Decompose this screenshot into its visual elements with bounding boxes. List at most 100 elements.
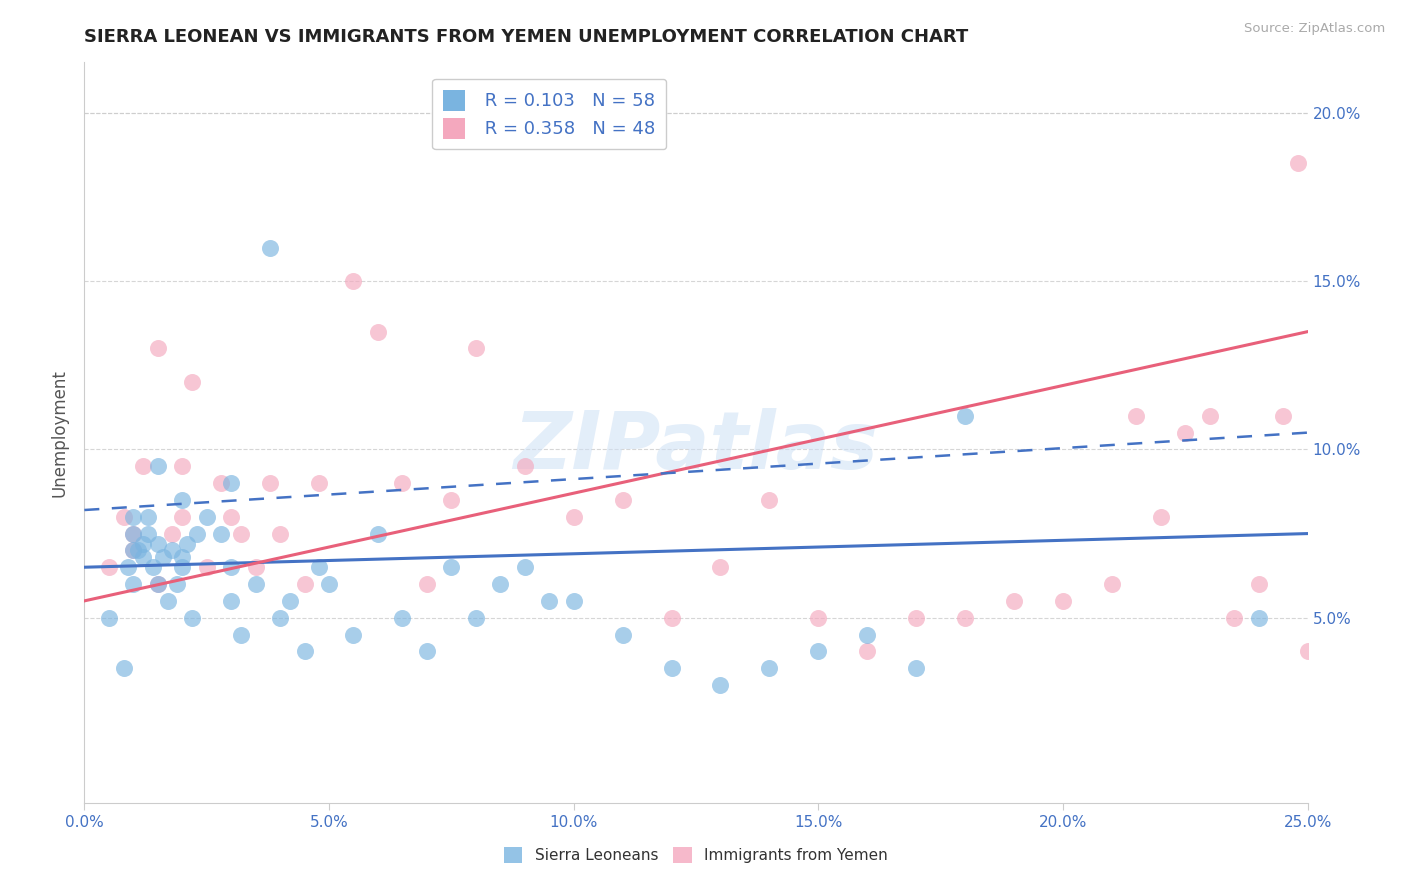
Point [391, 610, 413, 624]
Point [209, 526, 232, 541]
Point [709, 678, 731, 692]
Point [122, 526, 145, 541]
Point [953, 610, 976, 624]
Point [758, 661, 780, 675]
Point [709, 560, 731, 574]
Point [97, 610, 120, 624]
Point [342, 274, 364, 288]
Point [146, 577, 169, 591]
Point [259, 240, 281, 254]
Point [1150, 509, 1173, 524]
Point [953, 409, 976, 423]
Point [112, 661, 135, 675]
Point [117, 560, 139, 574]
Point [219, 594, 242, 608]
Point [440, 560, 463, 574]
Point [562, 509, 585, 524]
Point [229, 526, 252, 541]
Point [308, 476, 330, 491]
Point [269, 526, 291, 541]
Point [195, 560, 218, 574]
Point [1272, 409, 1295, 423]
Y-axis label: Unemployment: Unemployment [51, 368, 69, 497]
Point [269, 610, 291, 624]
Point [127, 543, 149, 558]
Point [1296, 644, 1319, 658]
Point [440, 492, 463, 507]
Point [132, 550, 155, 565]
Point [97, 560, 120, 574]
Legend: Sierra Leoneans, Immigrants from Yemen: Sierra Leoneans, Immigrants from Yemen [498, 841, 894, 869]
Point [122, 543, 145, 558]
Point [562, 594, 585, 608]
Point [162, 526, 184, 541]
Point [219, 476, 242, 491]
Point [219, 509, 242, 524]
Text: Source: ZipAtlas.com: Source: ZipAtlas.com [1244, 22, 1385, 36]
Point [162, 543, 184, 558]
Point [612, 492, 634, 507]
Point [342, 627, 364, 641]
Point [172, 560, 194, 574]
Point [245, 560, 267, 574]
Point [1247, 577, 1270, 591]
Point [1286, 156, 1309, 170]
Point [122, 577, 145, 591]
Point [195, 509, 218, 524]
Point [245, 577, 267, 591]
Point [1125, 409, 1147, 423]
Point [172, 509, 194, 524]
Point [229, 627, 252, 641]
Point [661, 610, 683, 624]
Point [132, 536, 155, 550]
Point [181, 610, 204, 624]
Point [152, 550, 174, 565]
Point [318, 577, 340, 591]
Point [112, 509, 135, 524]
Point [136, 526, 159, 541]
Point [807, 610, 830, 624]
Point [294, 644, 316, 658]
Point [308, 560, 330, 574]
Point [181, 375, 204, 389]
Point [146, 536, 169, 550]
Point [136, 509, 159, 524]
Point [1101, 577, 1123, 591]
Point [416, 577, 439, 591]
Point [146, 577, 169, 591]
Point [294, 577, 316, 591]
Point [612, 627, 634, 641]
Point [146, 342, 169, 356]
Point [176, 536, 198, 550]
Point [156, 594, 179, 608]
Point [807, 644, 830, 658]
Point [905, 610, 928, 624]
Point [1002, 594, 1025, 608]
Point [367, 325, 389, 339]
Point [122, 509, 145, 524]
Point [661, 661, 683, 675]
Point [367, 526, 389, 541]
Point [166, 577, 188, 591]
Point [1247, 610, 1270, 624]
Point [464, 610, 486, 624]
Point [538, 594, 561, 608]
Point [1198, 409, 1220, 423]
Point [416, 644, 439, 658]
Point [1052, 594, 1074, 608]
Point [186, 526, 208, 541]
Point [142, 560, 165, 574]
Point [905, 661, 928, 675]
Point [391, 476, 413, 491]
Point [122, 543, 145, 558]
Point [259, 476, 281, 491]
Point [513, 459, 536, 474]
Text: ZIPatlas: ZIPatlas [513, 409, 879, 486]
Point [172, 492, 194, 507]
Point [856, 644, 879, 658]
Point [278, 594, 301, 608]
Point [1174, 425, 1197, 440]
Point [209, 476, 232, 491]
Point [464, 342, 486, 356]
Text: SIERRA LEONEAN VS IMMIGRANTS FROM YEMEN UNEMPLOYMENT CORRELATION CHART: SIERRA LEONEAN VS IMMIGRANTS FROM YEMEN … [84, 28, 969, 45]
